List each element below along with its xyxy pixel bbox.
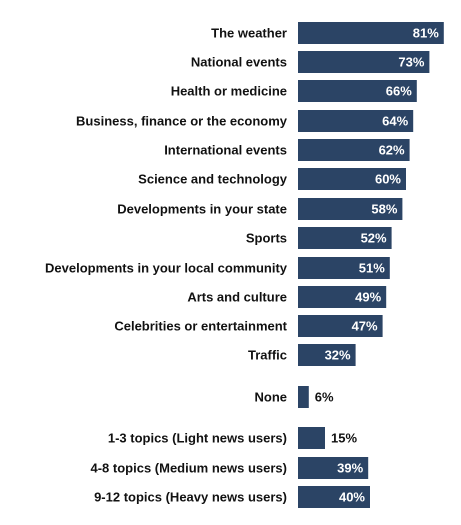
bar xyxy=(298,227,392,249)
category-label: 9-12 topics (Heavy news users) xyxy=(94,490,287,505)
bar xyxy=(298,51,430,73)
value-label: 62% xyxy=(379,143,405,158)
value-label: 15% xyxy=(331,431,357,446)
bar xyxy=(298,315,383,337)
value-label: 60% xyxy=(375,172,401,187)
value-label: 39% xyxy=(337,461,363,476)
category-label: 4-8 topics (Medium news users) xyxy=(91,461,288,476)
value-label: 81% xyxy=(413,26,439,41)
category-label: Business, finance or the economy xyxy=(76,114,288,129)
value-label: 52% xyxy=(361,231,387,246)
category-label: The weather xyxy=(211,26,287,41)
bar xyxy=(298,457,369,479)
value-label: 51% xyxy=(359,261,385,276)
bar xyxy=(298,168,406,190)
category-label: Developments in your state xyxy=(117,202,287,217)
category-label: None xyxy=(255,390,288,405)
value-label: 58% xyxy=(371,202,397,217)
bar xyxy=(298,139,410,161)
bar xyxy=(298,22,444,44)
bar xyxy=(298,427,325,449)
category-label: 1-3 topics (Light news users) xyxy=(108,431,287,446)
value-label: 64% xyxy=(382,114,408,129)
value-label: 6% xyxy=(315,390,334,405)
value-label: 47% xyxy=(352,319,378,334)
value-label: 66% xyxy=(386,84,412,99)
category-label: Health or medicine xyxy=(171,84,287,99)
bar xyxy=(298,344,356,366)
bar xyxy=(298,80,417,102)
bar xyxy=(298,198,403,220)
value-label: 73% xyxy=(398,55,424,70)
bar xyxy=(298,286,387,308)
category-label: International events xyxy=(164,143,287,158)
category-label: Celebrities or entertainment xyxy=(114,319,287,334)
category-label: Developments in your local community xyxy=(45,261,288,276)
bar xyxy=(298,386,309,408)
category-label: National events xyxy=(191,55,287,70)
category-label: Arts and culture xyxy=(187,290,287,305)
category-label: Traffic xyxy=(248,348,287,363)
category-label: Science and technology xyxy=(138,172,288,187)
category-label: Sports xyxy=(246,231,287,246)
bar xyxy=(298,257,390,279)
value-label: 49% xyxy=(355,290,381,305)
value-label: 40% xyxy=(339,490,365,505)
bar xyxy=(298,486,370,508)
bar xyxy=(298,110,414,132)
value-label: 32% xyxy=(325,348,351,363)
